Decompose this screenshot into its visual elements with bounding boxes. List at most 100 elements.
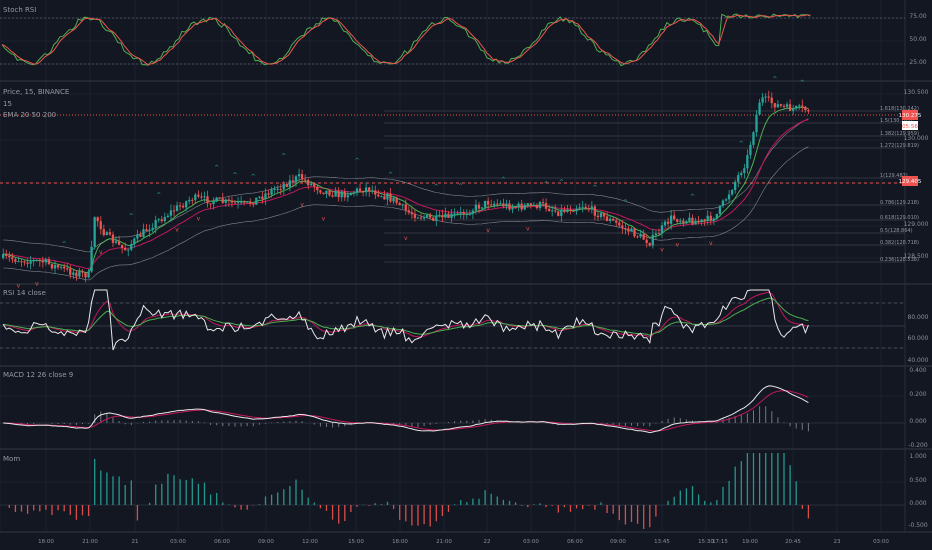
candle-body — [673, 215, 676, 220]
candle-body — [206, 196, 209, 204]
candle-body — [718, 205, 722, 214]
candle-body — [694, 220, 697, 225]
candle-body — [145, 229, 148, 231]
price-tick: 128.500 — [904, 253, 929, 260]
candle-body — [465, 214, 468, 216]
up-signal-marker: ^ — [772, 76, 777, 83]
current-price-label: 130.275 — [899, 113, 922, 119]
candle-body — [752, 132, 755, 145]
candle-body — [227, 199, 230, 201]
candle-body — [621, 225, 624, 229]
candle-body — [66, 268, 69, 270]
candle-body — [120, 244, 124, 249]
candle-body — [770, 97, 773, 104]
up-signal-marker: ^ — [62, 241, 67, 248]
mom-tick: -0.500 — [908, 522, 928, 529]
candle-body — [224, 199, 227, 203]
stoch-tick: 75.00 — [909, 13, 926, 20]
up-signal-marker: ^ — [251, 174, 256, 181]
price-tick: 130.000 — [904, 135, 929, 142]
macd-pane[interactable] — [0, 385, 905, 434]
candle-body — [587, 208, 590, 210]
candle-body — [63, 266, 66, 269]
candle-body — [782, 105, 786, 107]
candle-body — [560, 209, 563, 216]
candle-body — [270, 189, 273, 195]
candle-body — [96, 217, 99, 222]
candle-body — [389, 193, 392, 202]
candle-body — [493, 203, 496, 206]
candle-body — [163, 216, 166, 222]
candle-body — [337, 190, 340, 198]
up-signal-marker: ^ — [156, 192, 161, 199]
rsi-legend[interactable]: RSI 14 close — [3, 289, 50, 297]
time-axis-label: 19:00 — [742, 539, 758, 545]
macd-tick: 0.400 — [909, 367, 926, 374]
candle-body — [172, 210, 176, 212]
down-signal-marker: v — [709, 240, 713, 247]
candle-body — [288, 180, 291, 187]
macd-legend[interactable]: MACD 12 26 close 9 — [3, 371, 77, 379]
candle-body — [645, 239, 648, 243]
candle-body — [41, 261, 44, 263]
rsi-tick: 80.000 — [908, 314, 929, 321]
candle-body — [313, 183, 316, 187]
candle-body — [459, 212, 462, 214]
candle-body — [276, 188, 279, 190]
candle-body — [581, 206, 584, 208]
pane-separators[interactable] — [0, 0, 932, 533]
candle-body — [730, 190, 734, 195]
candle-body — [453, 213, 456, 215]
candle-body — [236, 201, 240, 203]
candle-body — [541, 202, 545, 204]
candle-body — [2, 254, 5, 258]
candle-body — [758, 102, 761, 115]
fib-level-label: 1.618(130.242) — [880, 106, 919, 112]
ema-label: EMA 20 50 200 — [3, 111, 57, 119]
candle-body — [90, 246, 93, 272]
time-axis[interactable]: 18:00 21:00 21 03:00 06:00 09:00 12:00 15:00 18:… — [38, 539, 889, 545]
candle-body — [520, 203, 523, 210]
candle-body — [242, 201, 246, 203]
candle-body — [368, 187, 371, 192]
stoch-rsi-legend[interactable]: Stoch RSI — [3, 6, 40, 14]
candle-body — [194, 194, 197, 201]
candle-body — [267, 193, 270, 195]
down-signal-marker: v — [660, 247, 664, 254]
price-axis[interactable]: 75.00 50.00 25.00 130.500 130.000 129.00… — [899, 13, 929, 529]
candle-body — [633, 228, 636, 237]
rsi-pane[interactable] — [0, 289, 905, 351]
ema-legend[interactable]: EMA 20 50 200 — [3, 111, 60, 119]
candle-body — [596, 215, 600, 218]
candle-body — [535, 204, 539, 209]
stoch-rsi-pane[interactable] — [0, 13, 905, 67]
candle-body — [761, 97, 764, 103]
candle-body — [602, 212, 606, 217]
candle-body — [20, 261, 23, 263]
candle-body — [538, 202, 542, 209]
candlesticks[interactable] — [2, 90, 810, 283]
candle-body — [505, 203, 508, 207]
momentum-pane[interactable] — [0, 453, 905, 530]
down-signal-marker: v — [175, 227, 179, 234]
price-legend[interactable]: Price, 15, BINANCE — [3, 88, 73, 96]
up-signal-marker: ^ — [214, 165, 219, 172]
candle-body — [791, 108, 795, 111]
countdown-badge — [902, 121, 918, 130]
candle-body — [483, 200, 487, 208]
candle-body — [477, 204, 481, 209]
candle-body — [749, 144, 752, 156]
up-signal-marker: ^ — [690, 194, 695, 201]
down-signal-marker: v — [300, 201, 304, 208]
candle-body — [154, 220, 157, 228]
candle-body — [279, 188, 282, 190]
candle-body — [429, 214, 432, 218]
marked-price-label: 129.405 — [899, 179, 922, 185]
momentum-legend[interactable]: Mom — [3, 455, 24, 463]
candle-body — [773, 103, 776, 108]
fibonacci-extension[interactable]: 1.618(130.242) 1.5(130.101) 1.382(129.959)… — [384, 106, 919, 263]
price-pane[interactable]: 1.618(130.242) 1.5(130.101) 1.382(129.959)… — [0, 76, 919, 290]
candle-body — [133, 238, 136, 245]
